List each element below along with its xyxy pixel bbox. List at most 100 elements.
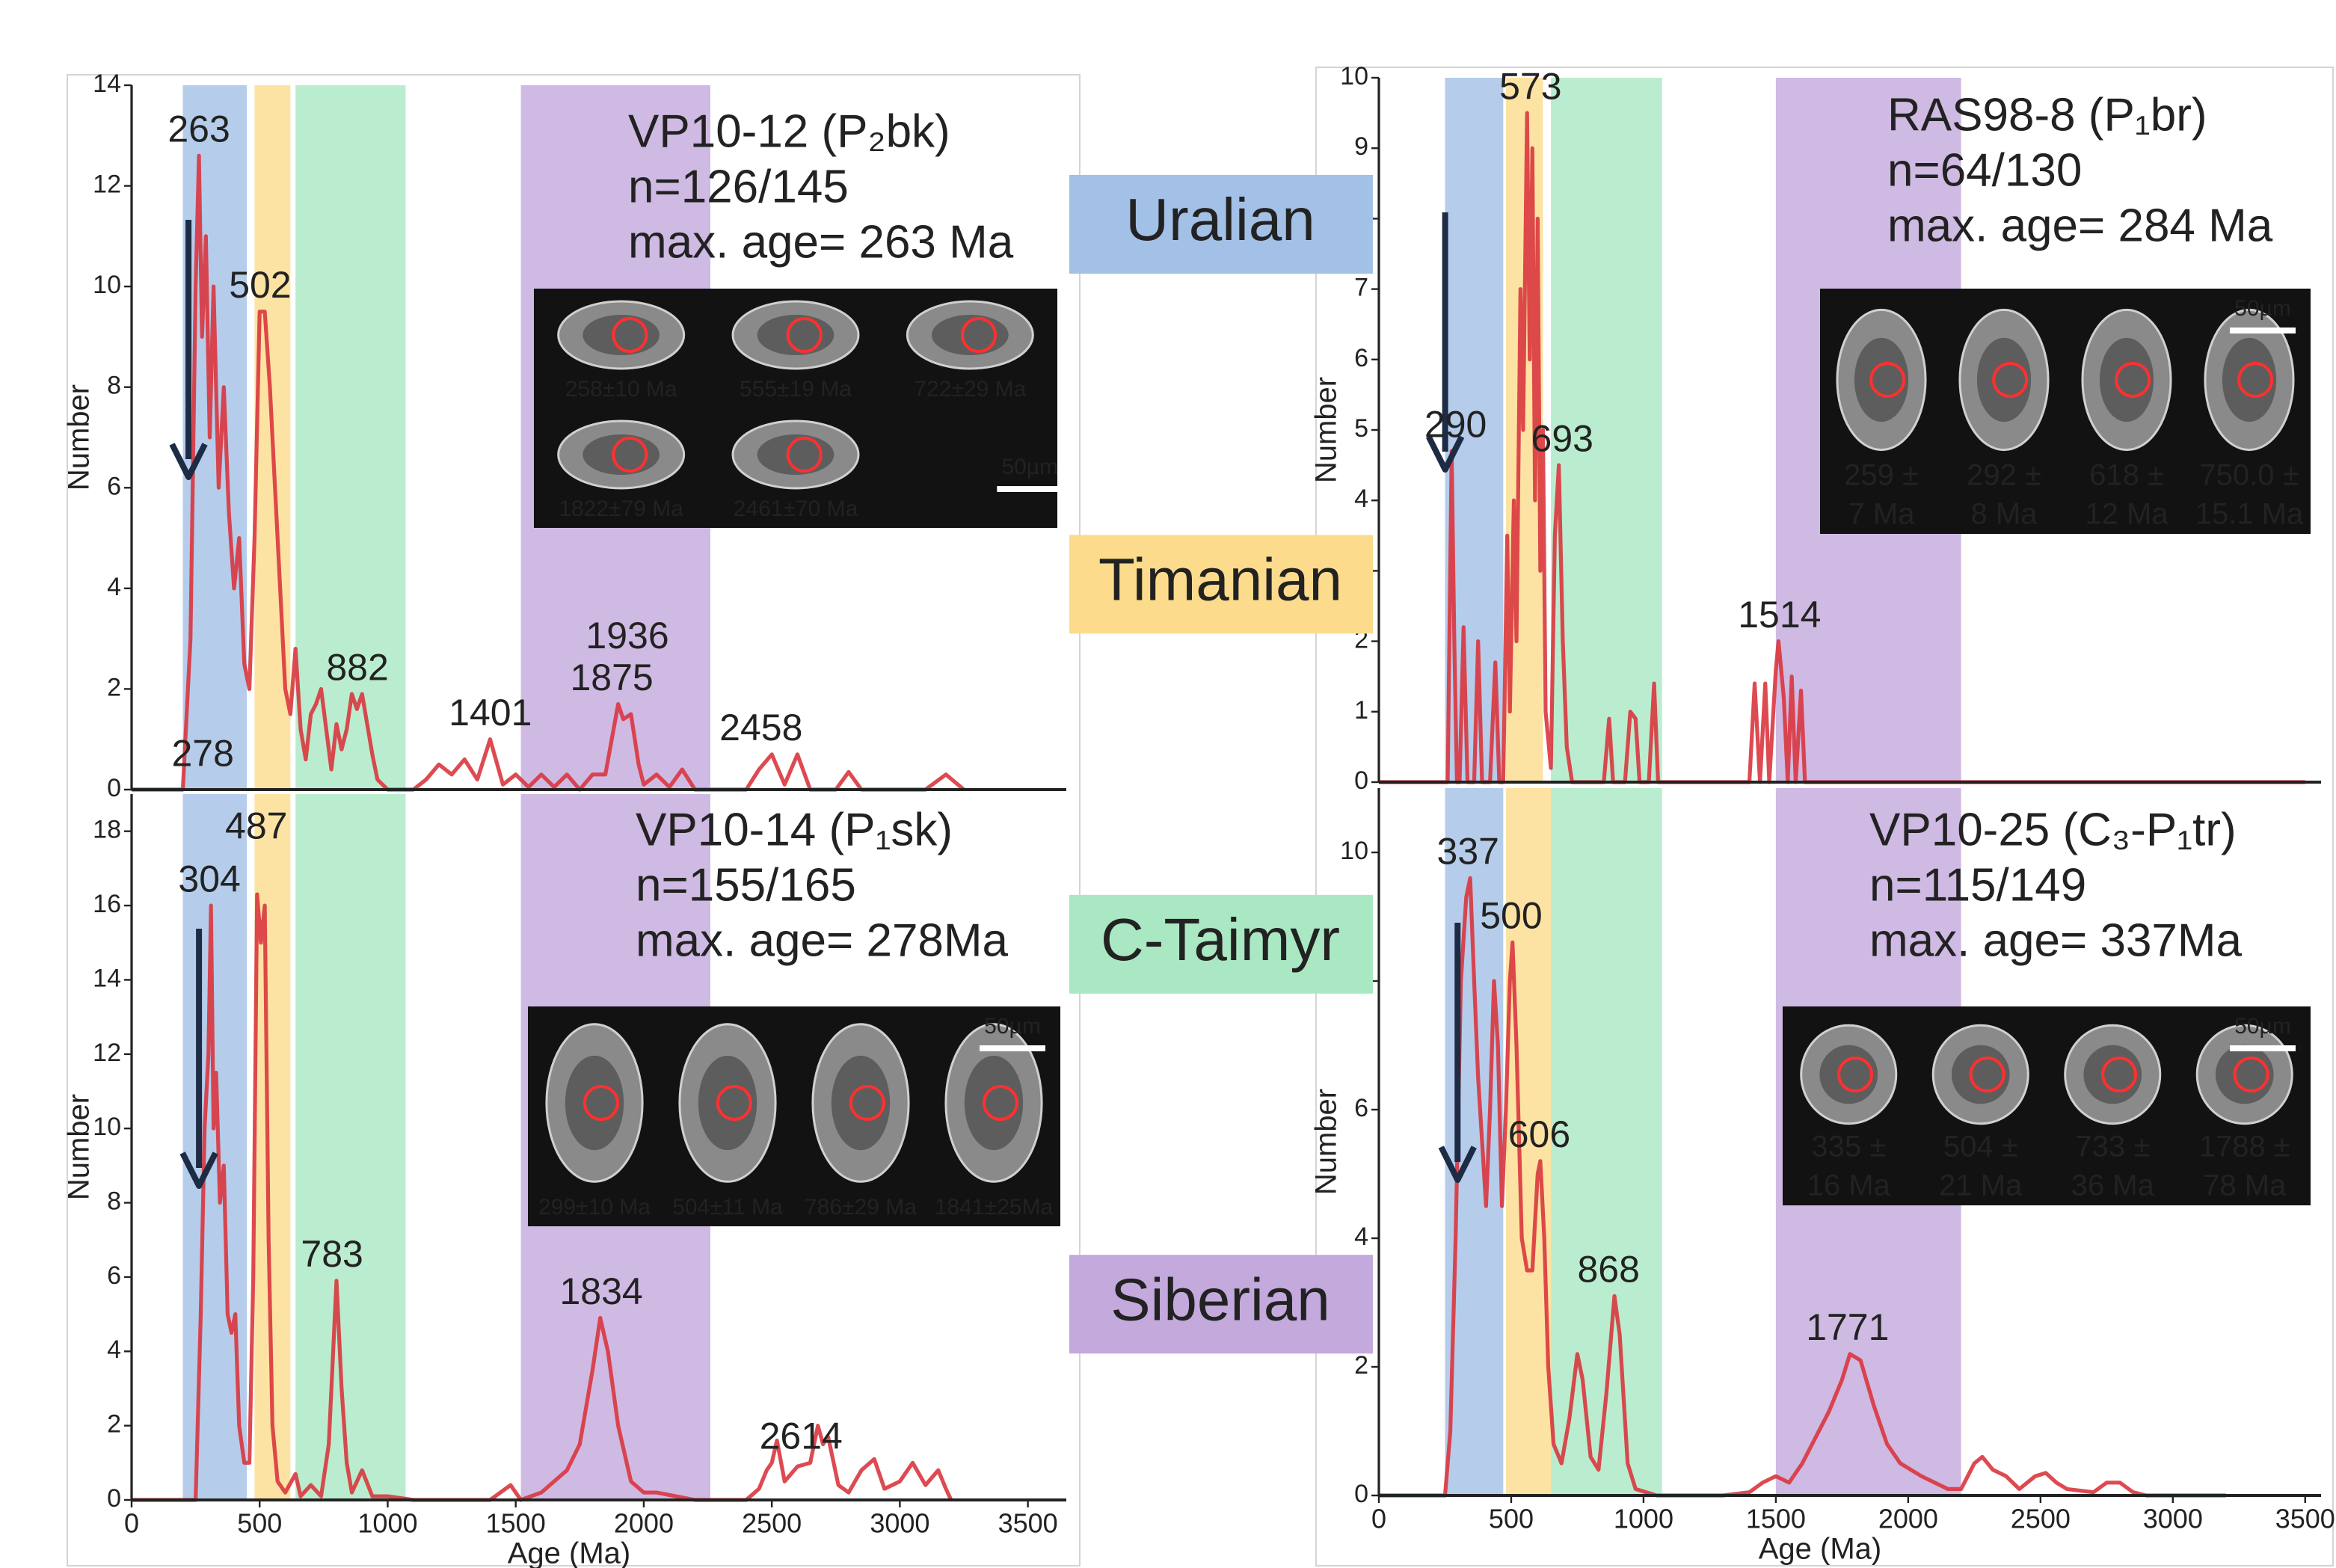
grain-age: 2461±70 Ma [734, 496, 858, 521]
y-tick-label: 0 [1354, 766, 1368, 795]
grain-age: 292 ± [1967, 459, 2041, 492]
x-tick-label: 1500 [486, 1508, 546, 1539]
x-tick-label: 3500 [998, 1508, 1058, 1539]
peak-label: 487 [225, 805, 287, 846]
y-tick-label: 10 [1340, 837, 1368, 865]
grain-age: 12 Ma [2085, 498, 2169, 531]
peak-label: 502 [229, 264, 291, 306]
peak-label: 606 [1508, 1113, 1570, 1155]
peak-label: 1514 [1738, 594, 1821, 636]
x-tick-label: 1000 [357, 1508, 417, 1539]
y-tick-label: 4 [107, 573, 121, 601]
y-axis-label: Number [1310, 1089, 1343, 1195]
x-tick-label: 3500 [2275, 1504, 2335, 1534]
y-axis-label: Number [1310, 377, 1343, 483]
peak-label: 290 [1424, 403, 1487, 445]
province-band [295, 794, 405, 1500]
y-tick-label: 2 [1354, 1351, 1368, 1380]
peak-label: 783 [301, 1233, 363, 1275]
peak-label: 2614 [760, 1415, 843, 1457]
grain-age: 259 ± [1844, 459, 1919, 492]
y-tick-label: 12 [93, 1039, 121, 1067]
x-tick-label: 500 [1489, 1504, 1534, 1534]
x-tick-label: 1500 [1746, 1504, 1806, 1534]
grain-age: 618 ± [2089, 459, 2164, 492]
sample-subtitle: max. age= 263 Ma [628, 216, 1014, 268]
x-tick-label: 0 [124, 1508, 139, 1539]
x-tick-label: 2000 [1878, 1504, 1938, 1534]
sample-subtitle: n=126/145 [628, 161, 849, 212]
y-tick-label: 0 [1354, 1480, 1368, 1508]
y-tick-label: 18 [93, 816, 121, 844]
legend-label: Uralian [1125, 186, 1315, 253]
zircon-core [2100, 338, 2154, 422]
peak-label: 882 [326, 646, 388, 688]
y-tick-label: 6 [1354, 1094, 1368, 1122]
y-tick-label: 4 [1354, 1223, 1368, 1251]
y-tick-label: 10 [1340, 62, 1368, 90]
legend-label: Timanian [1098, 547, 1342, 613]
grain-age: 504 ± [1943, 1131, 2018, 1163]
y-tick-label: 8 [107, 1187, 121, 1216]
zircon-core [2083, 1045, 2142, 1104]
sample-title: VP10-12 (P₂bk) [628, 105, 950, 157]
y-tick-label: 6 [1354, 344, 1368, 372]
grain-age: 1841±25Ma [935, 1195, 1054, 1220]
grain-age: 8 Ma [1971, 498, 2038, 531]
grain-age: 15.1 Ma [2195, 498, 2304, 531]
x-tick-label: 0 [1371, 1504, 1386, 1534]
peak-label: 693 [1531, 417, 1593, 459]
y-tick-label: 10 [93, 271, 121, 299]
zircon-core [2216, 1045, 2274, 1104]
sample-subtitle: n=64/130 [1887, 144, 2082, 196]
grain-age: 750.0 ± [2199, 459, 2299, 492]
grain-age: 78 Ma [2203, 1169, 2287, 1202]
peak-label: 304 [178, 858, 240, 900]
grain-age: 722±29 Ma [914, 377, 1026, 402]
scale-label: 50µm [984, 1014, 1041, 1039]
zircon-core [832, 1056, 890, 1150]
y-tick-label: 14 [93, 964, 121, 992]
y-tick-label: 5 [1354, 414, 1368, 443]
y-tick-label: 4 [1354, 485, 1368, 513]
figure: VP10-12 (P₂bk)n=126/145max. age= 263 Ma 2… [0, 0, 2336, 1568]
legend-label: C-Taimyr [1101, 906, 1340, 973]
page: {"chart_data": [ {"type": "line", "title… [0, 0, 2336, 1568]
y-tick-label: 6 [107, 472, 121, 500]
y-tick-label: 0 [107, 774, 121, 802]
zircon-core [1952, 1045, 2010, 1104]
sample-title: VP10-14 (P₁sk) [636, 804, 953, 855]
zircon-core [565, 1056, 624, 1150]
y-tick-label: 0 [107, 1484, 121, 1513]
y-tick-label: 2 [107, 673, 121, 701]
x-tick-label: 2000 [614, 1508, 674, 1539]
x-tick-label: 1000 [1614, 1504, 1673, 1534]
y-tick-label: 14 [93, 70, 121, 98]
x-tick-label: 2500 [742, 1508, 802, 1539]
peak-label: 1936 [585, 615, 668, 657]
y-tick-label: 2 [107, 1410, 121, 1439]
zircon-core [1977, 338, 2031, 422]
grain-age: 258±10 Ma [565, 377, 677, 402]
zircon-core [965, 1056, 1023, 1150]
scale-label: 50µm [2234, 296, 2291, 321]
zircon-core [1854, 338, 1908, 422]
y-tick-label: 4 [107, 1335, 121, 1364]
legend-label: Siberian [1110, 1266, 1330, 1332]
x-axis-label: Age (Ma) [1759, 1533, 1882, 1566]
y-tick-label: 7 [1354, 274, 1368, 302]
grain-age: 36 Ma [2071, 1169, 2155, 1202]
y-tick-label: 8 [107, 372, 121, 400]
sample-subtitle: n=155/165 [636, 859, 856, 911]
x-tick-label: 3000 [2143, 1504, 2203, 1534]
grain-age: 733 ± [2075, 1131, 2150, 1163]
peak-label: 278 [171, 732, 233, 774]
sample-title: VP10-25 (C₃-P₁tr) [1869, 804, 2237, 855]
x-tick-label: 3000 [870, 1508, 929, 1539]
x-tick-label: 500 [237, 1508, 282, 1539]
grain-age: 504±11 Ma [672, 1195, 783, 1220]
grain-age: 335 ± [1811, 1131, 1886, 1163]
grain-age: 16 Ma [1807, 1169, 1891, 1202]
peak-label: 868 [1577, 1249, 1639, 1291]
peak-label: 263 [167, 108, 230, 150]
